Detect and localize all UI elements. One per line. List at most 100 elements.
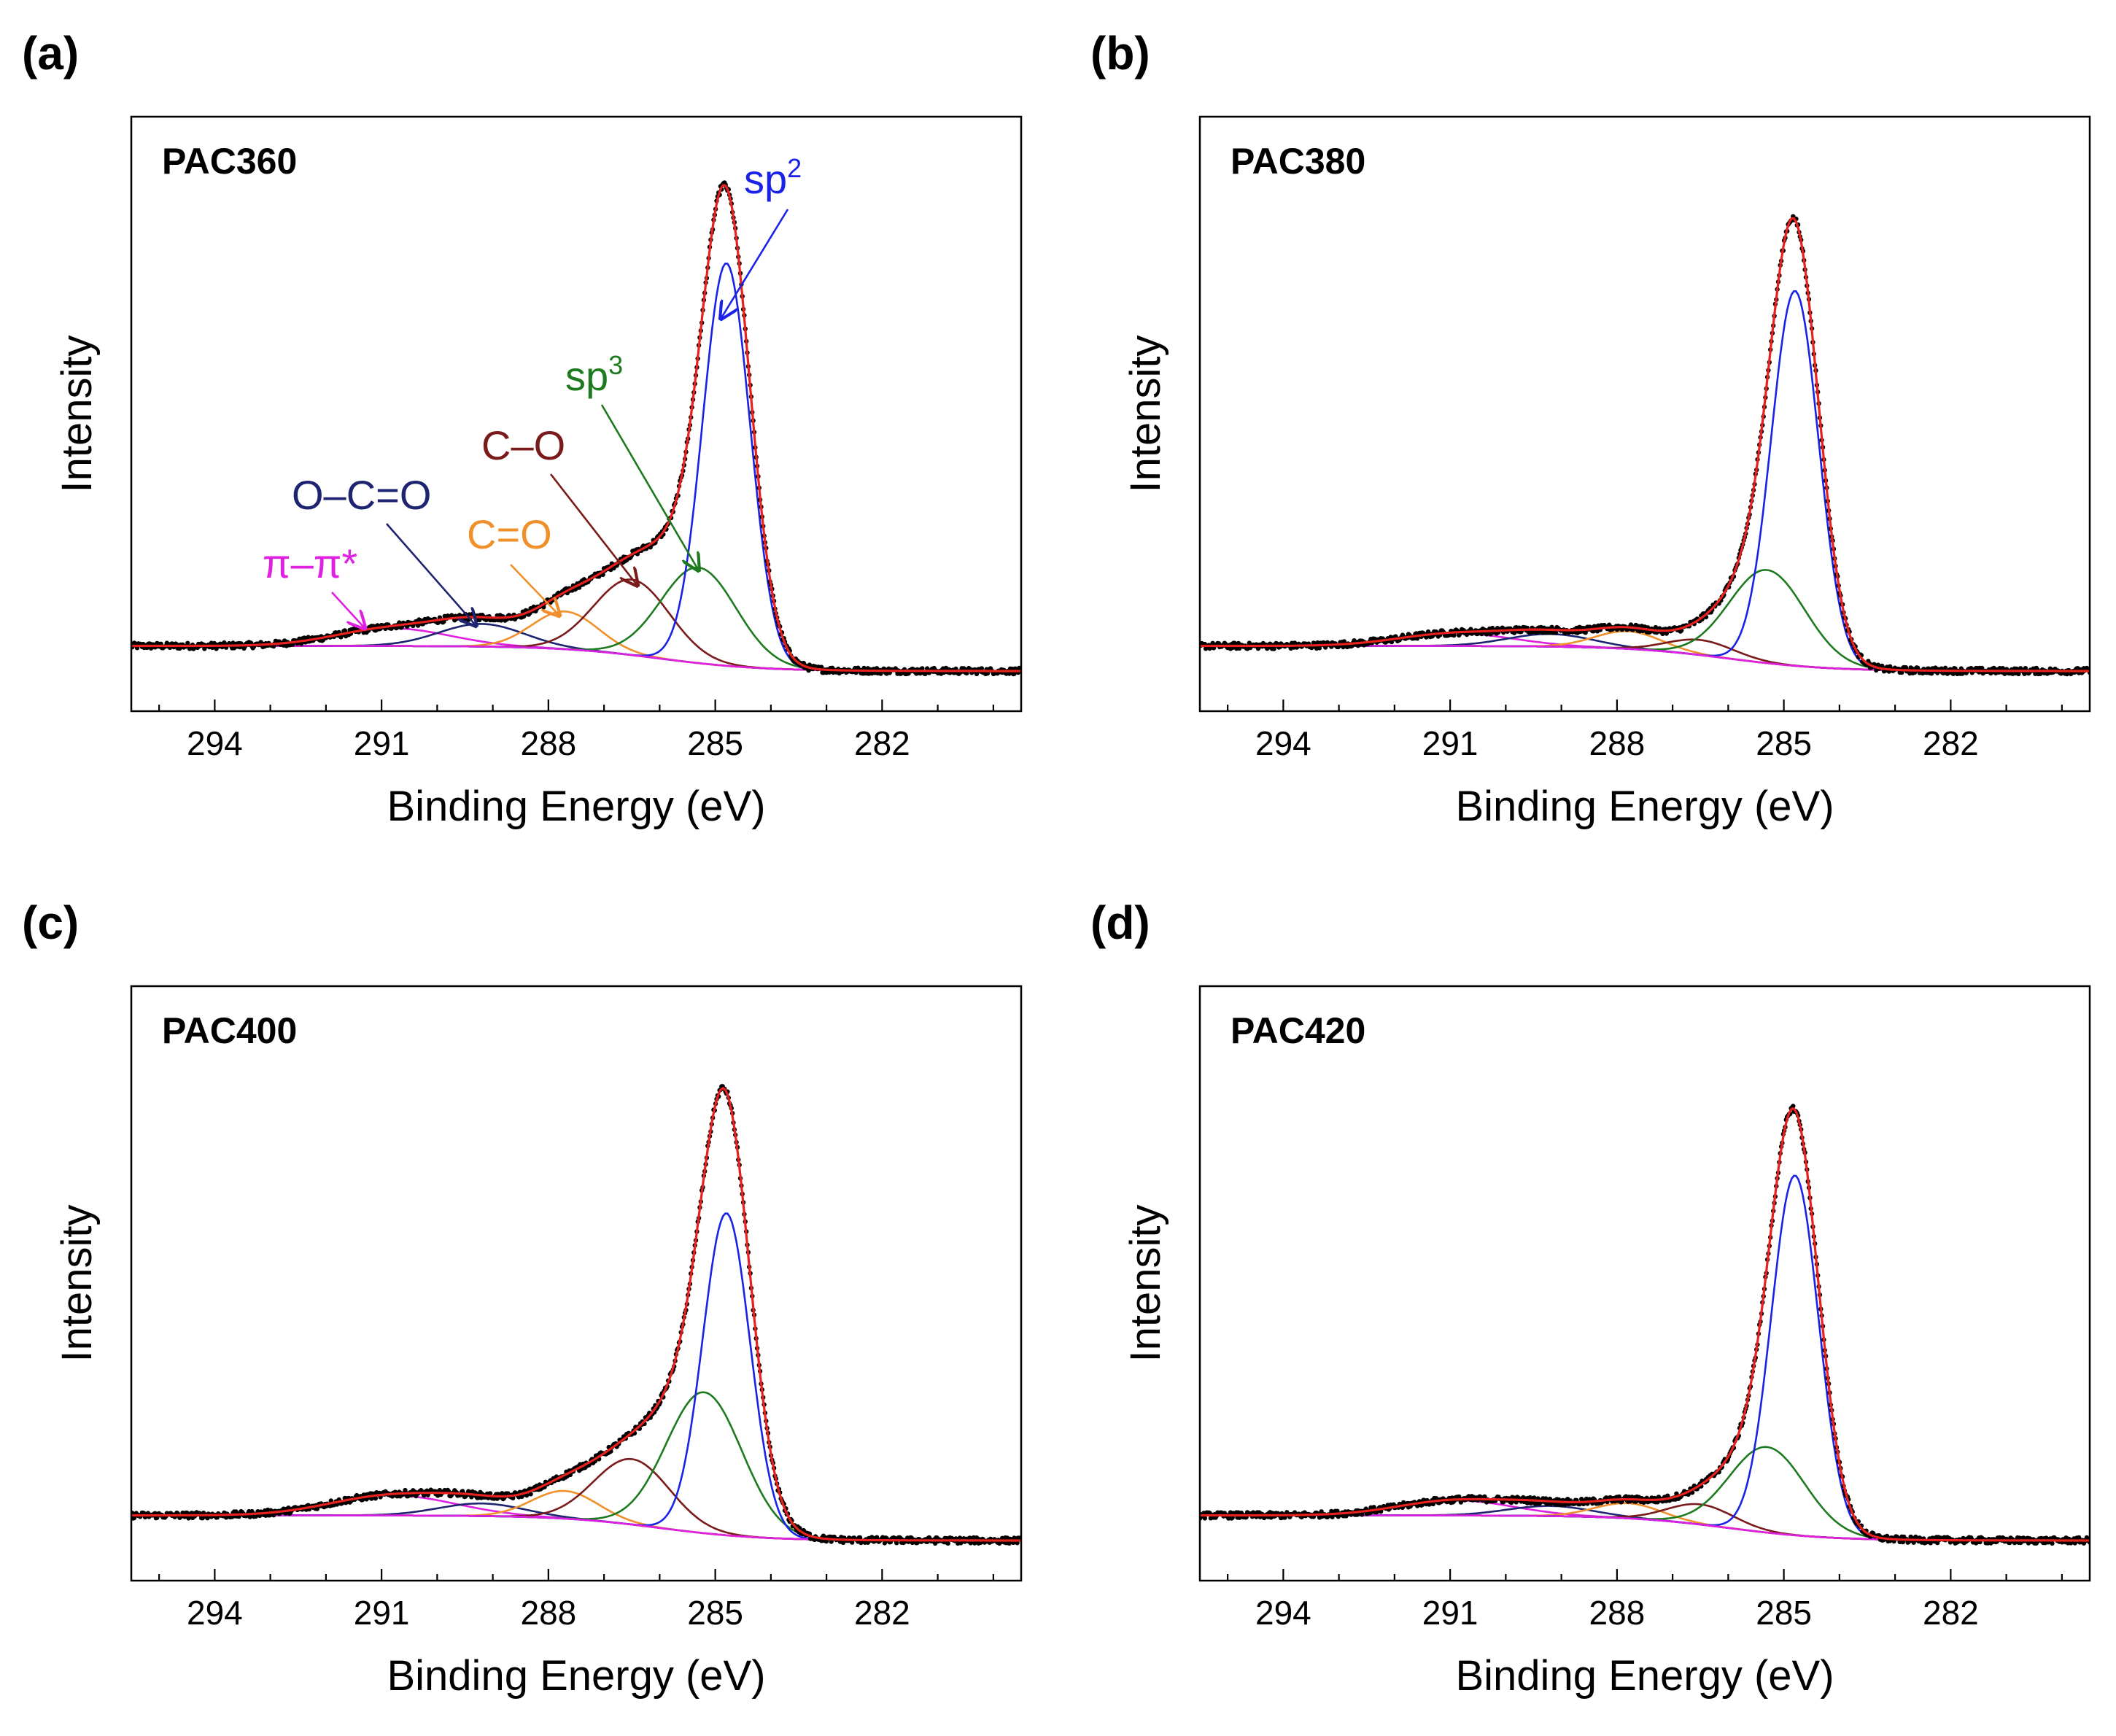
panel-letter: (d) [1090, 896, 1150, 949]
data-point [850, 1540, 855, 1545]
data-point [945, 1541, 950, 1546]
x-tick-label: 288 [1589, 1594, 1646, 1632]
annotation-O-C=O-arrow [386, 523, 476, 626]
panel-letter: (a) [22, 27, 79, 80]
data-point [882, 1541, 888, 1546]
data-point [920, 666, 925, 671]
panel-pac380: (b) 294 291 288 285 282 Binding Energy (eV) Int… [1090, 27, 2091, 830]
x-tick-label: 291 [354, 1594, 410, 1632]
component-C=O-curve [1200, 1502, 2090, 1542]
data-point [1791, 1104, 1796, 1109]
data-point [1553, 630, 1559, 635]
x-axis-title: Binding Energy (eV) [387, 783, 765, 830]
x-axis-title: Binding Energy (eV) [387, 1652, 765, 1700]
x-tick-label: 288 [1589, 724, 1646, 762]
data-point [979, 666, 985, 671]
component-O-C=O-curve [1200, 632, 2090, 673]
x-axis-title: Binding Energy (eV) [1455, 783, 1834, 830]
data-point [1543, 1496, 1549, 1501]
component-C-O-curve [131, 578, 1021, 673]
y-axis-title: Intensity [53, 1205, 101, 1363]
panel-pac360: (a) 294 291 288 285 282 Binding Energy (eV) Int… [22, 27, 1023, 830]
x-tick-label: 288 [521, 1594, 577, 1632]
data-point [1942, 665, 1948, 670]
data-point [2016, 671, 2021, 677]
x-tick-label: 291 [354, 724, 410, 762]
component-sp3-curve [1200, 569, 2090, 673]
plot-frame [130, 115, 1023, 713]
data-point [961, 666, 966, 671]
panel-pac400: (c) 294 291 288 285 282 Binding Energy (eV) Int… [22, 896, 1023, 1700]
envelope-fit-curve [1200, 1107, 2090, 1542]
annotation-sp2-label: sp2 [744, 153, 802, 202]
x-tick-label: 285 [687, 724, 743, 762]
data-point [2050, 1541, 2055, 1546]
plot-area [131, 1084, 1021, 1546]
plot-area [1200, 1104, 2090, 1546]
data-point [524, 1492, 530, 1498]
component-sp2-curve [1200, 1174, 2090, 1542]
annotation-C=O-label: C=O [467, 511, 552, 557]
component-C=O-curve [1200, 629, 2090, 673]
data-point [968, 1541, 974, 1546]
x-tick-label: 285 [687, 1594, 743, 1632]
annotation-pi-pi-arrow [331, 592, 365, 628]
sample-label: PAC420 [1231, 1010, 1365, 1051]
component-sp2-curve [131, 262, 1021, 673]
data-point [247, 1514, 252, 1519]
annotation-sp3-arrow [600, 404, 699, 570]
x-tick-label: 291 [1422, 1594, 1479, 1632]
component-C-O-curve [131, 1457, 1021, 1542]
component-pi-pi-curve [1200, 632, 2090, 673]
data-point [286, 1506, 291, 1511]
annotation-C=O-arrow [510, 564, 559, 616]
envelope-fit-curve [1200, 217, 2090, 673]
plot-area [131, 180, 1021, 677]
plot-frame [1198, 115, 2091, 713]
x-tick-label: 285 [1756, 724, 1812, 762]
raw-data-series [1200, 1104, 2090, 1546]
data-point [1452, 632, 1457, 638]
data-point [314, 1506, 319, 1511]
x-tick-label: 294 [1255, 724, 1311, 762]
data-point [230, 640, 236, 646]
background-curve [1200, 1514, 2090, 1542]
plot-area [1200, 214, 2090, 677]
data-point [1664, 631, 1669, 636]
x-tick-label: 282 [854, 724, 910, 762]
raw-data-series [131, 1084, 1021, 1546]
x-tick-label: 282 [1923, 724, 1979, 762]
data-point [1950, 671, 1956, 676]
sample-label: PAC400 [162, 1010, 297, 1051]
panel-letter: (b) [1090, 27, 1150, 80]
data-point [1980, 665, 1985, 671]
x-tick-label: 294 [187, 724, 243, 762]
data-point [373, 1496, 378, 1501]
plot-frame [130, 985, 1023, 1582]
x-tick-label: 282 [854, 1594, 910, 1632]
data-point [861, 665, 867, 671]
raw-data-series [131, 180, 1021, 677]
x-tick-label: 288 [521, 724, 577, 762]
panel-pac420: (d) 294 291 288 285 282 Binding Energy (eV) Int… [1090, 896, 2091, 1700]
data-point [1511, 630, 1517, 635]
data-point [2076, 1535, 2082, 1541]
envelope-fit-curve [131, 1086, 1021, 1542]
annotation-C-O-arrow [549, 473, 637, 586]
x-tick-label: 291 [1422, 724, 1479, 762]
data-point [1317, 646, 1322, 651]
data-point [2002, 671, 2007, 676]
x-axis-title: Binding Energy (eV) [1455, 1652, 1834, 1700]
data-point [415, 623, 421, 628]
data-point [500, 1491, 505, 1496]
x-tick-label: 294 [187, 1594, 243, 1632]
y-axis-title: Intensity [1122, 336, 1169, 493]
y-axis-title: Intensity [53, 336, 101, 493]
component-sp2-curve [131, 1212, 1021, 1542]
sample-label: PAC360 [162, 141, 297, 182]
data-point [528, 1492, 533, 1497]
annotation-sp3-label: sp3 [565, 350, 623, 399]
annotation-C-O-label: C–O [481, 422, 565, 468]
plot-frame [1198, 985, 2091, 1582]
